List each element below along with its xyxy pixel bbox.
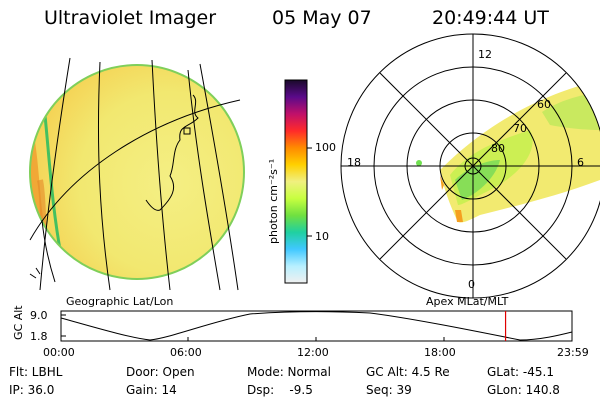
info-dsp: Dsp: -9.5 — [247, 383, 313, 397]
info-gc-alt: GC Alt: 4.5 Re — [366, 365, 450, 379]
geo-panel-caption: Geographic Lat/Lon — [66, 295, 174, 308]
altitude-ylabel: GC Alt — [12, 305, 25, 340]
altitude-ytick-low: 1.8 — [30, 330, 48, 343]
auroral-image — [440, 80, 600, 223]
polar-panel — [340, 33, 600, 299]
earth-limb — [29, 64, 245, 280]
info-glon: GLon: 140.8 — [487, 383, 560, 397]
time-tick-1200: 12:00 — [297, 346, 329, 359]
info-glat: GLat: -45.1 — [487, 365, 554, 379]
mlat-label-70: 70 — [513, 122, 527, 135]
time-tick-0600: 06:00 — [170, 346, 202, 359]
mlt-label-18: 18 — [347, 156, 361, 169]
orbit-altitude-curve — [60, 311, 573, 341]
earth-disk — [30, 65, 244, 279]
polar-grid — [340, 33, 600, 299]
mlt-label-12: 12 — [478, 48, 492, 61]
info-gain: Gain: 14 — [126, 383, 177, 397]
colorbar — [284, 79, 312, 284]
time-tick-2359: 23:59 — [557, 346, 589, 359]
mlt-label-0: 0 — [468, 278, 475, 291]
colorbar-label-100: 100 — [315, 141, 336, 154]
info-mode: Mode: Normal — [247, 365, 331, 379]
geographic-panel — [29, 57, 245, 291]
altitude-ytick-high: 9.0 — [30, 309, 48, 322]
longitude-lines — [39, 57, 239, 291]
colorbar-units: photon cm⁻²s⁻¹ — [267, 158, 280, 244]
altitude-plot-frame — [60, 310, 573, 342]
time-tick-1800: 18:00 — [424, 346, 456, 359]
coastline — [145, 94, 199, 211]
time-label: 20:49:44 UT — [432, 7, 549, 29]
mlt-label-6: 6 — [577, 156, 584, 169]
mlat-label-60: 60 — [537, 98, 551, 111]
info-ip: IP: 36.0 — [9, 383, 55, 397]
info-filter: Flt: LBHL — [9, 365, 63, 379]
info-door: Door: Open — [126, 365, 195, 379]
info-seq: Seq: 39 — [366, 383, 412, 397]
date-label: 05 May 07 — [272, 7, 372, 29]
altitude-plot — [60, 310, 573, 342]
mlat-label-80: 80 — [491, 142, 505, 155]
latitude-line — [29, 99, 241, 241]
colorbar-scale — [284, 79, 308, 284]
time-tick-0000: 00:00 — [43, 346, 75, 359]
polar-panel-caption: Apex MLat/MLT — [426, 295, 509, 308]
altitude-ticks — [61, 314, 445, 341]
colorbar-label-10: 10 — [315, 230, 329, 243]
instrument-title: Ultraviolet Imager — [44, 7, 217, 29]
isolated-emission — [416, 160, 422, 166]
